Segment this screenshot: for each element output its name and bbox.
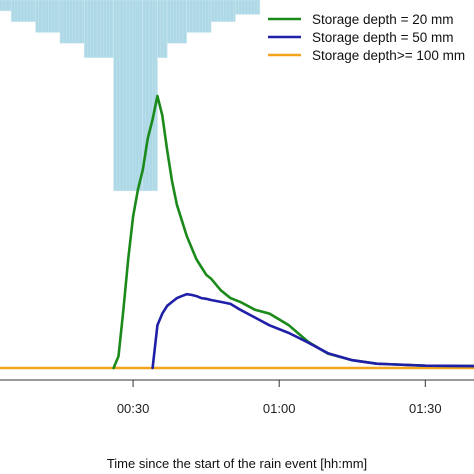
legend-label: Storage depth = 50 mm: [312, 30, 453, 45]
legend: Storage depth = 20 mm Storage depth = 50 …: [268, 12, 465, 63]
rainfall-bar: [0, 0, 12, 12]
x-axis-title: Time since the start of the rain event […: [107, 456, 367, 471]
x-tick-label: 01:00: [263, 401, 296, 416]
rainfall-bar: [59, 0, 85, 44]
legend-label: Storage depth>= 100 mm: [312, 48, 465, 63]
series-line: [151, 292, 474, 370]
legend-label: Storage depth = 20 mm: [312, 12, 453, 27]
series-lines: [0, 94, 474, 370]
rainfall-bar: [35, 0, 61, 33]
rainfall-bar: [186, 0, 212, 33]
x-tick-label: 01:30: [409, 401, 442, 416]
rainfall-bar: [11, 0, 37, 22]
rainfall-bar: [235, 0, 261, 15]
rainfall-bar: [210, 0, 236, 22]
rainfall-bar: [84, 0, 114, 58]
rainfall-bars: [0, 0, 261, 192]
x-tick-label: 00:30: [117, 401, 150, 416]
x-axis: 00:30 01:00 01:30: [0, 379, 474, 416]
series-line: [112, 94, 474, 370]
rainfall-bar: [113, 0, 144, 192]
rainfall-bar: [157, 0, 168, 58]
